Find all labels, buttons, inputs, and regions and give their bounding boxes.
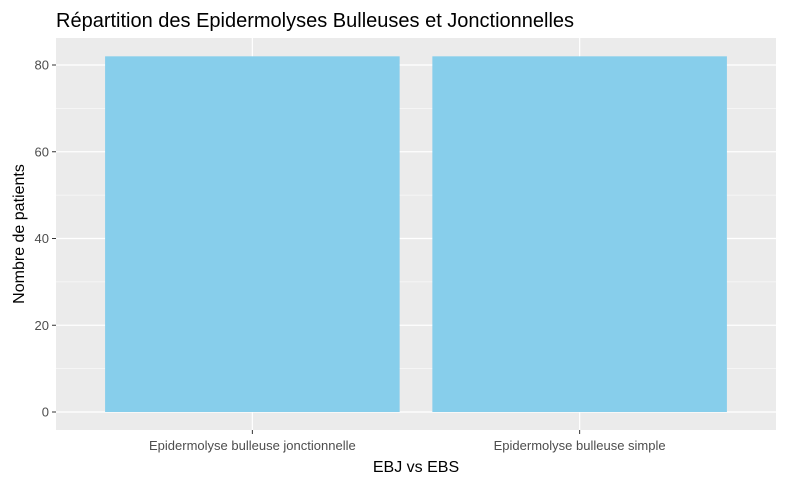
- x-tick-label: Epidermolyse bulleuse jonctionnelle: [149, 438, 356, 453]
- x-tick-label: Epidermolyse bulleuse simple: [494, 438, 666, 453]
- y-axis-title: Nombre de patients: [11, 164, 28, 304]
- bars: [105, 56, 727, 412]
- x-axis-title: EBJ vs EBS: [373, 459, 459, 476]
- y-tick-label: 40: [35, 231, 49, 246]
- bar: [432, 56, 727, 412]
- y-tick-label: 80: [35, 58, 49, 73]
- y-tick-label: 0: [42, 405, 49, 420]
- y-axis: 0 20 40 60 80: [35, 58, 56, 420]
- bar: [105, 56, 400, 412]
- y-tick-label: 60: [35, 144, 49, 159]
- x-axis: Epidermolyse bulleuse jonctionnelle Epide…: [149, 430, 666, 453]
- y-tick-label: 20: [35, 318, 49, 333]
- chart-title: Répartition des Epidermolyses Bulleuses …: [56, 10, 574, 32]
